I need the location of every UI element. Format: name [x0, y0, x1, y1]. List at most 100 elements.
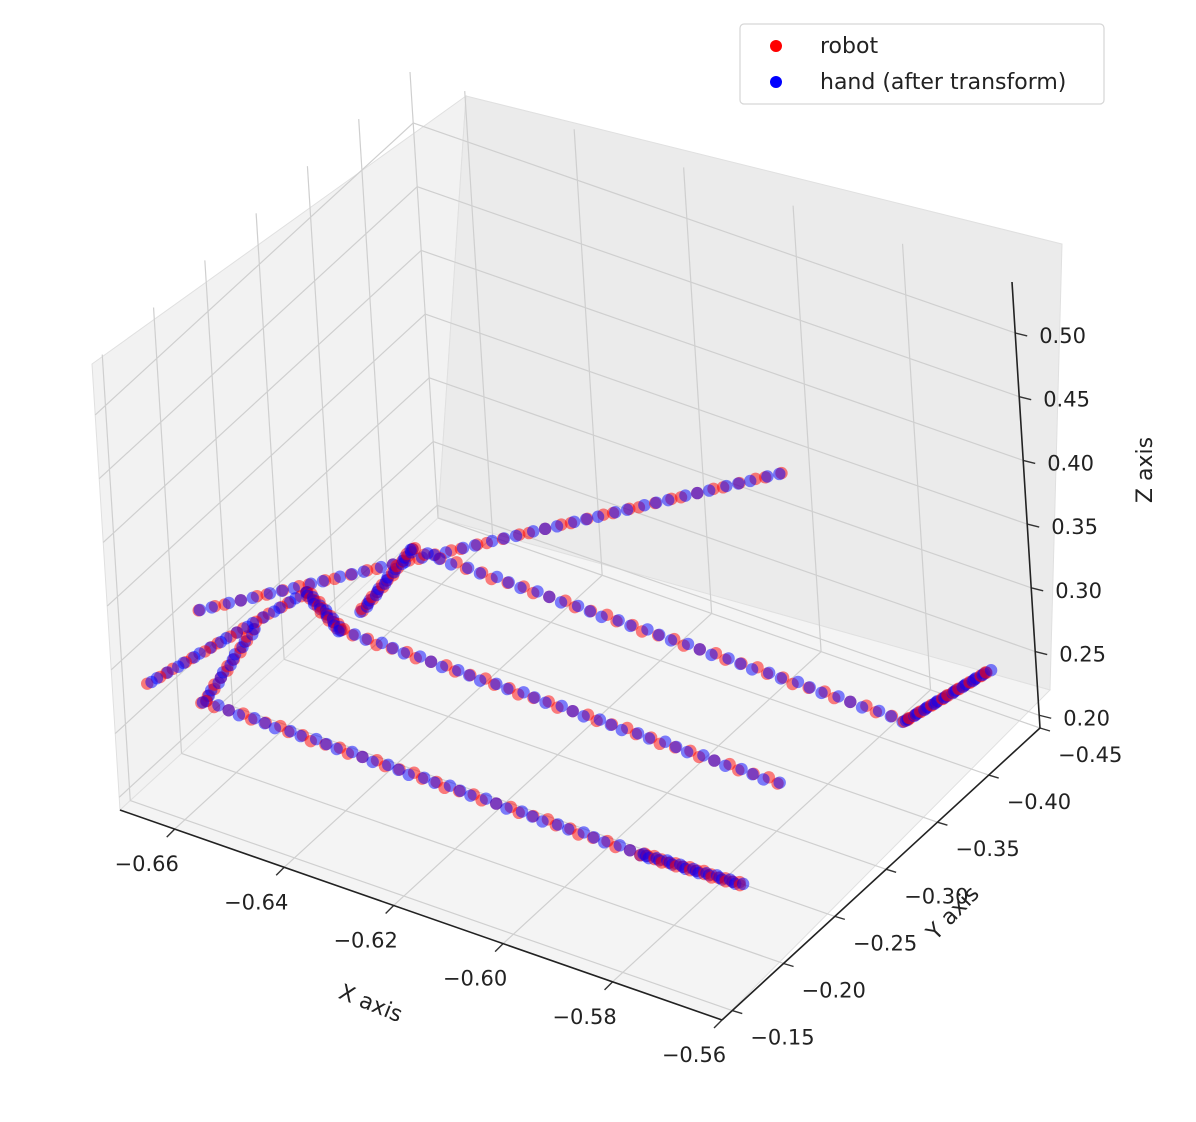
z-grid-left [110, 377, 430, 671]
hand-point [815, 686, 828, 700]
hand-point [500, 802, 513, 815]
hand-point [404, 543, 417, 557]
hand-point [638, 498, 651, 512]
x-tick-mark [385, 904, 395, 914]
hand-point [697, 749, 710, 762]
y-grid-left [152, 307, 183, 754]
hand-point [310, 732, 323, 746]
y-grid-left [306, 166, 337, 613]
panes [91, 94, 1063, 1021]
grid-lines [94, 71, 1041, 1021]
hand-point [734, 657, 747, 671]
hand-point [620, 503, 634, 516]
hand-point [744, 474, 757, 488]
legend-label-robot: robot [820, 34, 878, 59]
z-grid-left [106, 313, 426, 607]
hand-point [397, 647, 411, 660]
y-tick-label: −0.40 [1007, 790, 1071, 814]
hand-point [346, 745, 359, 759]
hand-point [267, 605, 281, 618]
hand-point [720, 479, 733, 493]
hand-point [287, 582, 300, 595]
hand-point [595, 610, 608, 624]
z-grid-back [437, 504, 1040, 716]
hand-point [691, 486, 704, 500]
hand-point [433, 552, 446, 566]
z-grid-left [94, 122, 414, 416]
hand-point [571, 599, 585, 613]
y-tick-label: −0.15 [750, 1026, 814, 1050]
hand-point [745, 663, 759, 676]
hand-point [577, 826, 590, 839]
y-tick-mark [783, 962, 794, 968]
hand-point [593, 713, 607, 726]
hand-point [550, 520, 564, 533]
z-grid-back [421, 249, 1024, 461]
hand-point [473, 674, 487, 687]
hand-point [693, 643, 706, 656]
hand-point [722, 652, 735, 665]
y-grid-left [255, 213, 285, 660]
hand-point [664, 634, 678, 647]
hand-point [641, 623, 654, 636]
x-grid-floor [393, 613, 713, 906]
hand-point [374, 560, 388, 574]
z-grid-back [433, 440, 1036, 653]
z-tick-label: 0.50 [1039, 324, 1086, 348]
x-tick-label: −0.62 [333, 928, 397, 952]
y-grid-floor [335, 611, 938, 823]
hand-point [246, 591, 259, 605]
z-tick-mark [1027, 523, 1040, 528]
hand-point [650, 496, 663, 509]
legend-label-hand: hand (after transform) [820, 70, 1066, 95]
y-tick-mark [937, 821, 948, 826]
x-tick-mark [275, 866, 285, 876]
hand-point [241, 620, 254, 633]
hand-point [773, 467, 786, 481]
hand-point [702, 484, 716, 497]
hand-point [444, 558, 458, 571]
y-tick-label: −0.25 [853, 931, 917, 955]
hand-point [275, 584, 289, 597]
legend-marker-hand [770, 76, 782, 88]
y-tick-mark [732, 1009, 743, 1015]
y-tick-label: −0.35 [955, 837, 1019, 861]
hand-point [284, 724, 297, 738]
hand-point [631, 727, 645, 740]
hand-point [554, 596, 568, 609]
hand-point [757, 773, 770, 786]
hand-point [502, 576, 515, 589]
hand-point [587, 831, 601, 844]
hand-point [464, 789, 477, 802]
y-grid-left [358, 119, 388, 566]
z-tick-mark [1031, 587, 1044, 592]
hand-point [348, 628, 361, 641]
y-grid-left [101, 354, 131, 801]
hand-point [452, 663, 465, 677]
hand-point [679, 489, 692, 502]
y-tick-label: −0.20 [802, 978, 866, 1002]
hand-point [418, 771, 431, 784]
hand-point [708, 754, 721, 767]
y-grid-floor [181, 752, 784, 965]
hand-point [490, 570, 504, 584]
tick-labels: −0.66 −0.64 −0.62 −0.60 −0.58 −0.56 −0.15 −0.20… [115, 324, 1123, 1067]
hand-point [413, 650, 427, 663]
hand-point [214, 635, 228, 649]
z-tick-label: 0.30 [1055, 579, 1102, 603]
hand-point [490, 677, 503, 691]
x-grid-back [792, 205, 822, 652]
hand-point [193, 603, 206, 617]
hand-point [735, 762, 748, 776]
y-grid-floor [386, 564, 989, 776]
hand-point [736, 877, 750, 891]
hand-point [428, 776, 441, 789]
hand-point [435, 660, 449, 674]
hand-point [386, 641, 400, 655]
z-tick-label: 0.25 [1059, 643, 1106, 667]
x-grid-back [901, 243, 932, 690]
hand-point [761, 470, 774, 483]
hand-point [642, 732, 656, 745]
x-tick-mark [494, 943, 504, 953]
hand-point [844, 695, 857, 709]
